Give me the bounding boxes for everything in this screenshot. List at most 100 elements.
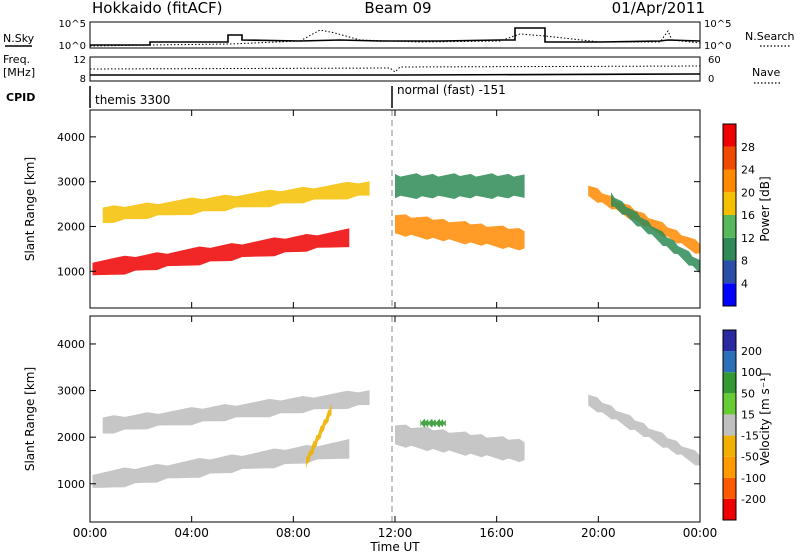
freq-trace (90, 73, 701, 76)
y-tick-label: 2000 (57, 431, 85, 444)
colorbar-swatch (723, 192, 736, 215)
colorbar-swatch (723, 393, 736, 415)
velocity-colorbar: 200 100 50 15 -15 -50 -100 -200 (722, 329, 766, 521)
cpid-segment-2: normal (fast) -151 (397, 83, 506, 97)
y-tick-label: 3000 (57, 385, 85, 398)
colorbar-tick-label: 24 (741, 164, 755, 177)
nsearch-tick-top: 10^5 (704, 19, 731, 30)
time-axis-label: Time UT (369, 540, 420, 554)
nsky-label: N.Sky (3, 32, 35, 45)
power-echo-band (102, 181, 370, 223)
nsearch-label: N.Search (745, 30, 795, 43)
colorbar-swatch (723, 283, 736, 306)
colorbar-tick-label: -50 (741, 451, 759, 464)
power-echo-band (395, 173, 525, 199)
velocity-echo-band (588, 394, 700, 466)
colorbar-tick-label: 28 (741, 141, 755, 154)
x-tick-label: 04:00 (174, 526, 209, 540)
x-tick-label: 00:00 (73, 526, 108, 540)
colorbar-swatch (723, 330, 736, 352)
nsky-panel: N.Sky 10^5 10^0 10^5 10^0 N.Search (3, 19, 795, 52)
velocity-panel: 4000 3000 2000 1000 Slant Range [km] 200 100… (23, 315, 772, 523)
colorbar-swatch (723, 498, 736, 520)
colorbar-tick-label: 15 (741, 408, 755, 421)
freq-panel: Freq. [MHz] 12 8 60 0 Nave (3, 53, 780, 85)
x-tick-label: 20:00 (581, 526, 616, 540)
beam-label: Beam 09 (364, 0, 431, 17)
colorbar-tick-label: 50 (741, 387, 755, 400)
velocity-ylabel: Slant Range [km] (23, 367, 37, 471)
colorbar-tick-label: 100 (741, 366, 762, 379)
colorbar-swatch (723, 372, 736, 394)
freq-label-1: Freq. (3, 53, 30, 66)
y-tick-label: 4000 (57, 131, 85, 144)
nsearch-tick-bottom: 10^0 (704, 41, 731, 52)
freq-tick-top: 12 (73, 55, 86, 66)
power-colorbar: 28 24 20 16 12 8 4 (722, 123, 755, 307)
colorbar-swatch (723, 477, 736, 499)
time-axis: 00:00 04:00 08:00 12:00 16:00 20:00 00:00 (73, 110, 718, 540)
colorbar-tick-label: 4 (741, 277, 748, 290)
colorbar-tick-label: 12 (741, 232, 755, 245)
colorbar-tick-label: 16 (741, 209, 755, 222)
radar-title: Hokkaido (fitACF) (92, 0, 223, 17)
colorbar-tick-label: 8 (741, 255, 748, 268)
y-tick-label: 4000 (57, 338, 85, 351)
power-colorbar-label: Power [dB] (758, 176, 772, 241)
cpid-segment-1: themis 3300 (95, 93, 170, 107)
nsky-tick-bottom: 10^0 (59, 41, 86, 52)
colorbar-frame (722, 123, 737, 307)
y-tick-label: 3000 (57, 176, 85, 189)
nsky-tick-top: 10^5 (59, 19, 86, 30)
nsky-trace (90, 27, 701, 46)
y-tick-label: 1000 (57, 265, 85, 278)
power-ylabel: Slant Range [km] (23, 157, 37, 261)
power-echo-layer (92, 173, 700, 276)
colorbar-tick-label: -200 (741, 493, 766, 506)
velocity-echo-band (420, 418, 446, 428)
x-tick-label: 16:00 (479, 526, 514, 540)
colorbar-swatch (723, 435, 736, 457)
freq-label-2: [MHz] (3, 66, 35, 79)
colorbar-swatch (723, 456, 736, 478)
nave-tick-top: 60 (708, 55, 721, 66)
nave-tick-bottom: 0 (708, 74, 714, 85)
colorbar-swatch (723, 260, 736, 284)
power-echo-band (611, 192, 700, 274)
y-tick-label: 1000 (57, 478, 85, 491)
nave-trace (89, 65, 701, 73)
colorbar-swatch (723, 146, 736, 170)
colorbar-frame (722, 329, 737, 521)
x-tick-label: 12:00 (378, 526, 413, 540)
power-panel: 4000 3000 2000 1000 Slant Range [km] 28 24 20… (23, 109, 772, 309)
power-y-ticks: 4000 3000 2000 1000 (57, 131, 700, 278)
velocity-echo-band (92, 439, 350, 488)
nsearch-trace (89, 29, 701, 47)
cpid-row: CPID themis 3300 normal (fast) -151 (6, 83, 506, 108)
colorbar-swatch (723, 351, 736, 373)
power-echo-band (395, 214, 525, 251)
date-label: 01/Apr/2011 (612, 0, 705, 17)
colorbar-tick-label: -100 (741, 472, 766, 485)
power-echo-band (92, 228, 350, 276)
cpid-label: CPID (6, 91, 35, 104)
colorbar-swatch (723, 237, 736, 261)
velocity-colorbar-label: Velocity [m s⁻¹] (758, 372, 772, 465)
freq-tick-bottom: 8 (80, 74, 86, 85)
velocity-echo-band (395, 424, 525, 463)
velocity-echo-band (102, 390, 370, 434)
nave-label: Nave (752, 66, 780, 79)
x-tick-label: 08:00 (276, 526, 311, 540)
velocity-echo-layer (92, 390, 700, 488)
colorbar-tick-label: -15 (741, 430, 759, 443)
velocity-y-ticks: 4000 3000 2000 1000 (57, 338, 700, 491)
colorbar-swatch (723, 169, 736, 193)
colorbar-swatch (723, 414, 736, 436)
colorbar-tick-label: 200 (741, 345, 762, 358)
y-tick-label: 2000 (57, 220, 85, 233)
colorbar-swatch (723, 215, 736, 238)
velocity-echo-band (306, 403, 332, 470)
x-tick-label: 00:00 (683, 526, 718, 540)
colorbar-swatch (723, 124, 736, 147)
